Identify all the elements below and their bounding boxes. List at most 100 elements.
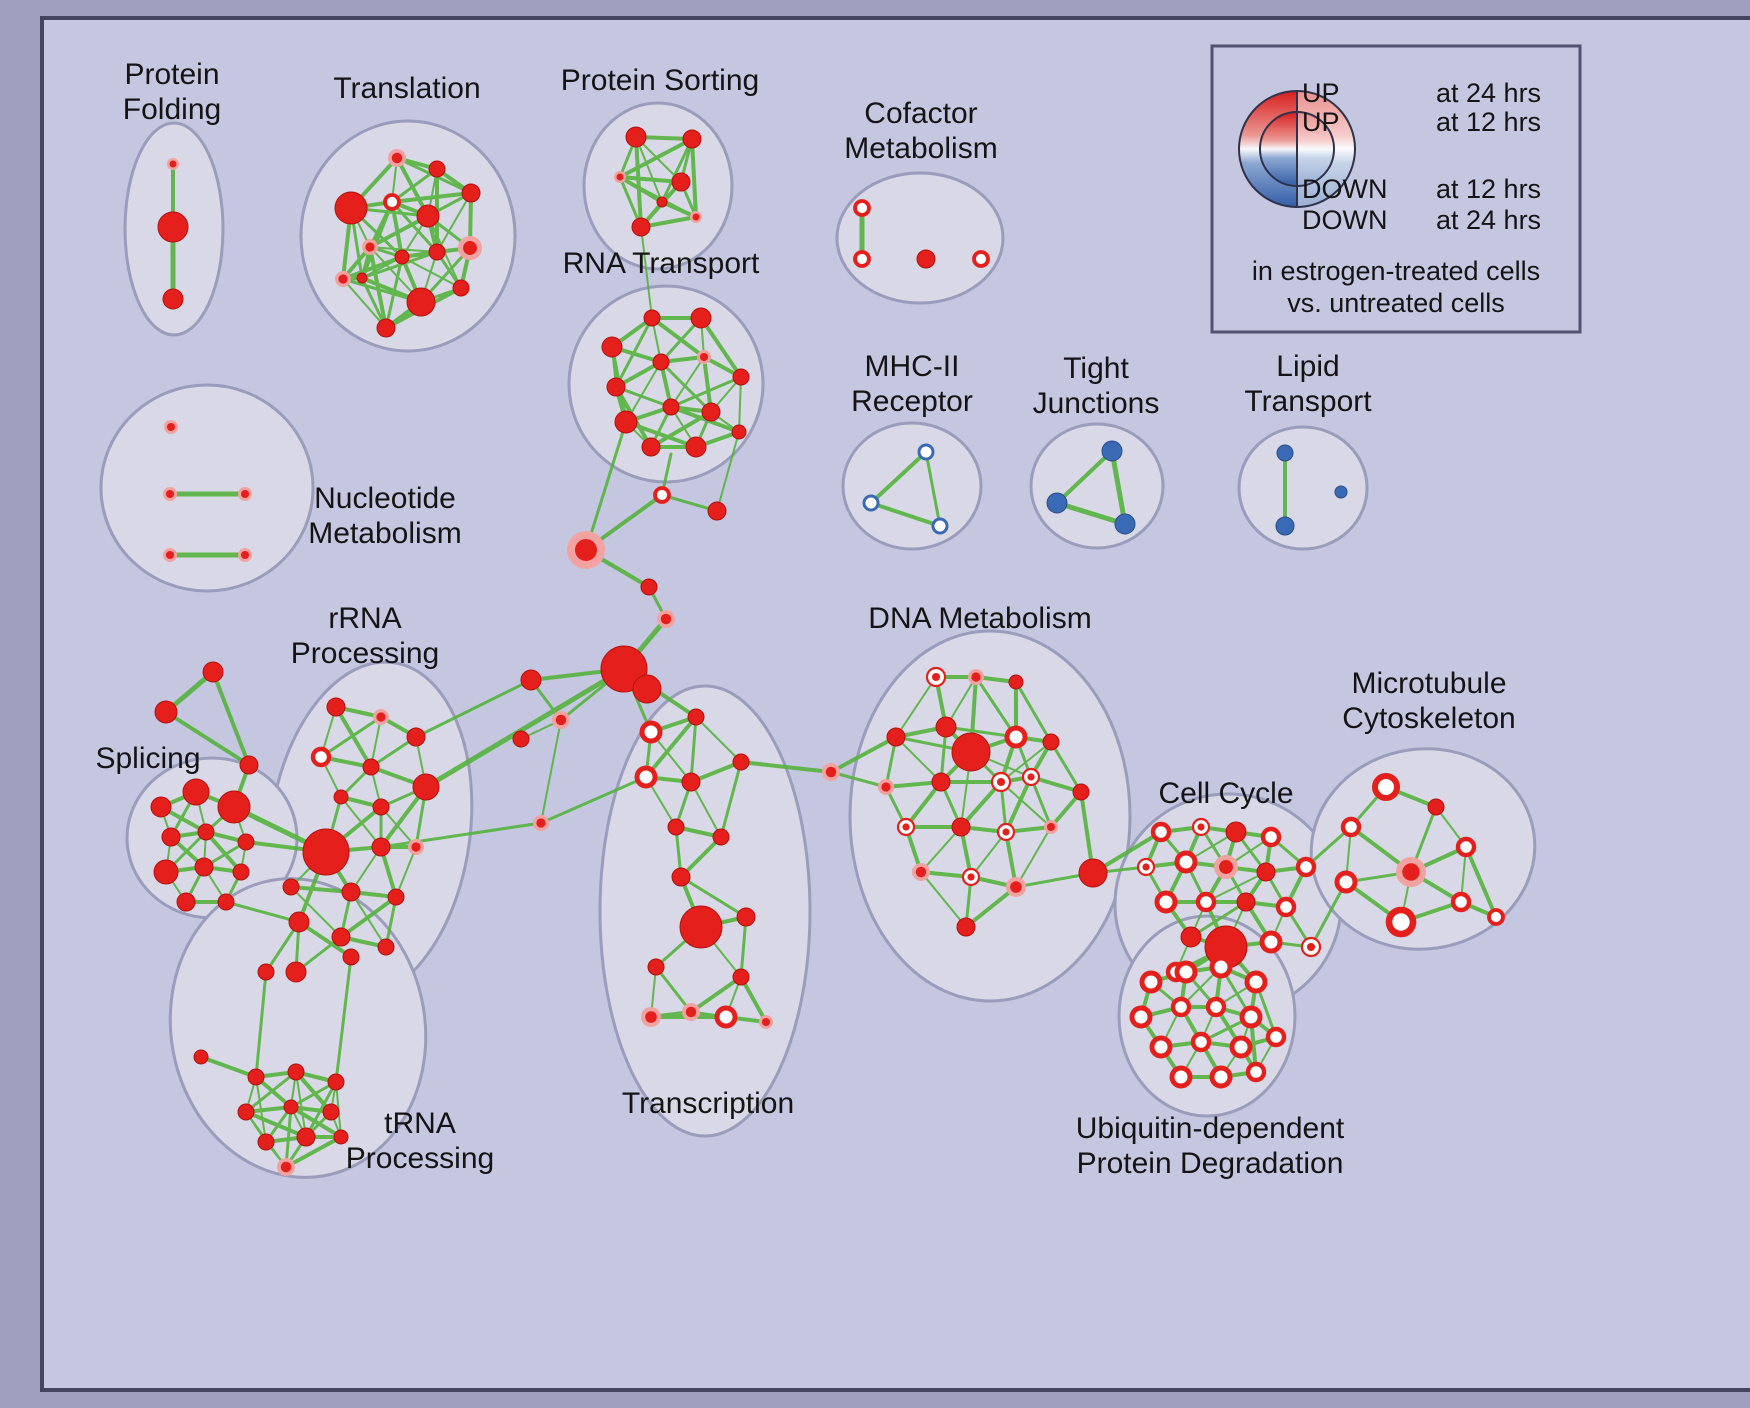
cluster-ellipse-protein-sorting <box>582 101 734 271</box>
network-node <box>202 661 224 683</box>
network-node <box>732 368 750 386</box>
network-node <box>996 822 1016 842</box>
cluster-ellipse-dna-metabolism <box>848 629 1132 1003</box>
legend: UP at 24 hrs UP at 12 hrs DOWN at 12 hrs DOWN a… <box>1210 44 1582 334</box>
network-edge <box>660 200 698 219</box>
network-node <box>853 250 871 268</box>
network-edge <box>650 316 706 359</box>
network-node <box>1042 733 1060 751</box>
network-node <box>641 437 661 457</box>
network-edge <box>695 716 742 763</box>
network-node <box>1450 891 1472 913</box>
network-node <box>951 817 971 837</box>
network-edge <box>920 871 967 928</box>
network-node <box>972 250 990 268</box>
network-edge <box>423 666 627 790</box>
network-node <box>552 711 570 729</box>
cluster-ellipse-trna-processing <box>168 877 428 1179</box>
network-node <box>520 669 542 691</box>
network-edge <box>379 821 543 849</box>
cluster-label-mhc-ii-receptor: Receptor <box>851 385 973 418</box>
network-node <box>1275 896 1297 918</box>
network-node <box>150 796 172 818</box>
network-node <box>406 727 426 747</box>
network-node <box>237 1103 255 1121</box>
network-node <box>657 610 675 628</box>
cluster-label-ubiquitin-degradation: Protein Degradation <box>1077 1147 1344 1180</box>
network-node <box>614 410 638 434</box>
network-node <box>878 779 894 795</box>
network-node <box>1072 783 1090 801</box>
network-edge <box>635 136 663 203</box>
network-edge <box>659 360 713 414</box>
network-node <box>1455 836 1477 858</box>
network-edge <box>716 431 740 512</box>
cluster-ellipse-nucleotide-metabolism <box>99 383 315 593</box>
network-node <box>1191 817 1211 837</box>
network-edge <box>660 493 719 513</box>
network-edge <box>649 410 713 449</box>
network-node <box>416 204 440 228</box>
network-edge <box>618 175 664 204</box>
network-node <box>193 1049 209 1065</box>
network-edge <box>640 226 653 319</box>
network-node <box>1021 767 1041 787</box>
network-node <box>217 893 235 911</box>
network-node <box>1300 936 1322 958</box>
network-node <box>327 1073 345 1091</box>
network-node <box>632 674 662 704</box>
legend-box <box>1210 44 1582 334</box>
network-node <box>512 730 530 748</box>
network-node <box>287 1063 305 1081</box>
network-node <box>1008 674 1024 690</box>
network-node <box>1229 1035 1253 1059</box>
network-node <box>1236 892 1256 912</box>
network-node <box>916 249 936 269</box>
network-node <box>1385 906 1417 938</box>
network-node <box>197 823 215 841</box>
network-node <box>334 191 368 225</box>
network-edge <box>1054 500 1128 527</box>
legend-direction: UP <box>1302 78 1340 108</box>
network-edge <box>540 719 562 824</box>
network-edge <box>390 191 473 204</box>
network-node <box>371 837 391 857</box>
network-edge <box>670 356 705 408</box>
network-edge <box>294 1070 333 1114</box>
network-node <box>687 708 705 726</box>
network-node <box>164 420 178 434</box>
network-node <box>322 1103 340 1121</box>
network-node <box>1205 996 1227 1018</box>
network-node <box>912 863 930 881</box>
network-edge <box>289 1080 338 1109</box>
network-node <box>1136 857 1156 877</box>
network-node <box>567 531 605 569</box>
network-node <box>662 398 680 416</box>
network-edge <box>414 678 533 739</box>
network-edge <box>584 420 628 552</box>
network-edge <box>380 806 417 848</box>
network-node <box>886 727 906 747</box>
network-node <box>176 892 196 912</box>
legend-direction: UP <box>1302 107 1340 137</box>
network-node <box>237 833 255 851</box>
network-node <box>1427 798 1445 816</box>
network-node <box>671 867 691 887</box>
network-node <box>326 697 346 717</box>
network-node <box>1260 826 1282 848</box>
cluster-ellipse-mhc-ii-receptor <box>841 421 983 551</box>
network-node <box>1139 970 1163 994</box>
network-edge <box>1109 448 1128 527</box>
network-node <box>257 963 275 981</box>
network-edge <box>1189 900 1248 939</box>
network-node <box>1174 850 1198 874</box>
network-node <box>690 211 702 223</box>
legend-time: at 24 hrs <box>1436 205 1541 235</box>
network-node <box>335 271 351 287</box>
legend-time: at 12 hrs <box>1436 174 1541 204</box>
network-edge <box>618 175 683 184</box>
network-node <box>601 336 623 358</box>
network-edge <box>738 376 742 433</box>
network-edge <box>1464 845 1498 919</box>
